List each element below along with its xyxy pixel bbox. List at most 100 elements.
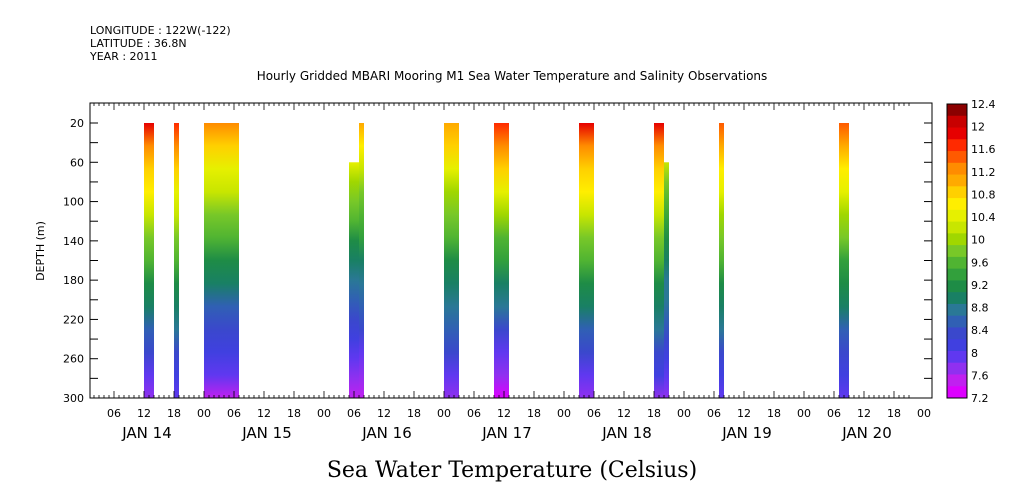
colorbar-segment <box>947 104 967 117</box>
plot-border <box>89 102 933 399</box>
colorbar-segment <box>947 127 967 140</box>
x-tick-label: 00 <box>677 407 691 420</box>
x-tick-label: 18 <box>167 407 181 420</box>
data-block <box>349 162 359 398</box>
colorbar-segment <box>947 303 967 317</box>
colorbar-segment <box>947 374 967 387</box>
day-label: JAN 16 <box>361 424 412 442</box>
colorbar-segment <box>947 315 967 328</box>
y-tick-label: 60 <box>70 156 84 169</box>
x-tick-label: 00 <box>197 407 211 420</box>
x-tick-label: 06 <box>707 407 721 420</box>
colorbar-label: 12.4 <box>971 98 996 111</box>
x-tick-label: 00 <box>917 407 931 420</box>
plot-frame <box>89 102 933 399</box>
x-tick-label: 06 <box>587 407 601 420</box>
y-tick-label: 20 <box>70 117 84 130</box>
colorbar-label: 10 <box>971 234 985 247</box>
colorbar-segment <box>947 256 967 270</box>
y-axis-label: DEPTH (m) <box>34 221 47 281</box>
x-tick-label: 12 <box>617 407 631 420</box>
x-tick-label: 18 <box>647 407 661 420</box>
x-tick-label: 00 <box>557 407 571 420</box>
colorbar-label: 12 <box>971 121 985 134</box>
colorbar-label: 11.6 <box>971 143 996 156</box>
x-tick-label: 00 <box>797 407 811 420</box>
latitude-label: LATITUDE : 36.8N <box>90 37 187 50</box>
colorbar-segment <box>947 151 967 164</box>
day-label: JAN 14 <box>121 424 172 442</box>
colorbar-segment <box>947 198 967 211</box>
data-block <box>839 123 849 398</box>
data-block <box>144 123 154 398</box>
data-block <box>204 123 239 398</box>
data-block <box>664 162 669 398</box>
x-tick-label: 06 <box>227 407 241 420</box>
x-tick-label: 18 <box>527 407 541 420</box>
colorbar-segment <box>947 139 967 152</box>
colorbar-segment <box>947 280 967 293</box>
colorbar-label: 11.2 <box>971 166 996 179</box>
colorbar-segment <box>947 209 967 223</box>
colorbar-label: 9.2 <box>971 279 989 292</box>
y-tick-label: 300 <box>63 392 84 405</box>
day-label: JAN 20 <box>841 424 892 442</box>
x-tick-label: 12 <box>137 407 151 420</box>
colorbar-label: 8 <box>971 347 978 360</box>
longitude-label: LONGITUDE : 122W(-122) <box>90 24 231 37</box>
colorbar-label: 8.4 <box>971 324 989 337</box>
colorbar-segment <box>947 386 967 399</box>
colorbar-segment <box>947 327 967 340</box>
colorbar-segment <box>947 162 967 176</box>
data-blocks <box>144 123 849 398</box>
colorbar-segment <box>947 350 967 364</box>
colorbar-label: 8.8 <box>971 302 989 315</box>
x-tick-label: 18 <box>407 407 421 420</box>
colorbar-segment <box>947 362 967 375</box>
x-tick-label: 06 <box>827 407 841 420</box>
x-tick-label: 12 <box>497 407 511 420</box>
colorbar-border <box>946 103 968 399</box>
x-tick-label: 06 <box>107 407 121 420</box>
y-axis: 20 60 100 140 180 220 260 300 <box>63 117 932 405</box>
colorbar-label: 10.4 <box>971 211 996 224</box>
x-tick-label: 12 <box>857 407 871 420</box>
colorbar-segment <box>947 174 967 187</box>
year-label: YEAR : 2011 <box>89 50 158 63</box>
x-tick-label: 06 <box>467 407 481 420</box>
colorbar-segment <box>947 221 967 234</box>
y-tick-label: 220 <box>63 313 84 326</box>
x-tick-label: 18 <box>887 407 901 420</box>
x-tick-label: 12 <box>377 407 391 420</box>
y-tick-label: 140 <box>63 235 84 248</box>
colorbar-label: 7.6 <box>971 369 989 382</box>
x-axis-label: Sea Water Temperature (Celsius) <box>327 458 697 483</box>
day-label: JAN 18 <box>601 424 652 442</box>
data-block <box>494 123 509 398</box>
y-tick-label: 260 <box>63 353 84 366</box>
y-tick-label: 100 <box>63 196 84 209</box>
x-tick-label: 12 <box>737 407 751 420</box>
colorbar-segment <box>947 186 967 199</box>
x-tick-label: 18 <box>767 407 781 420</box>
colorbar-label: 10.8 <box>971 188 996 201</box>
y-tick-label: 180 <box>63 274 84 287</box>
data-block <box>654 123 664 398</box>
colorbar-label: 9.6 <box>971 256 989 269</box>
x-tick-label: 12 <box>257 407 271 420</box>
x-tick-label: 18 <box>287 407 301 420</box>
x-tick-label: 06 <box>347 407 361 420</box>
data-block <box>174 123 179 398</box>
x-tick-label: 00 <box>317 407 331 420</box>
colorbar-segment <box>947 233 967 246</box>
day-label: JAN 15 <box>241 424 292 442</box>
chart-title: Hourly Gridded MBARI Mooring M1 Sea Wate… <box>257 69 768 83</box>
data-block <box>444 123 459 398</box>
colorbar-segment <box>947 292 967 305</box>
colorbar-segment <box>947 268 967 281</box>
colorbar-segment <box>947 115 967 129</box>
data-block <box>579 123 594 398</box>
colorbar-segment <box>947 339 967 352</box>
colorbar: 12.4 12 11.6 11.2 10.8 10.4 10 9.6 9.2 8.8 8.4 8 7.6… <box>946 98 996 405</box>
